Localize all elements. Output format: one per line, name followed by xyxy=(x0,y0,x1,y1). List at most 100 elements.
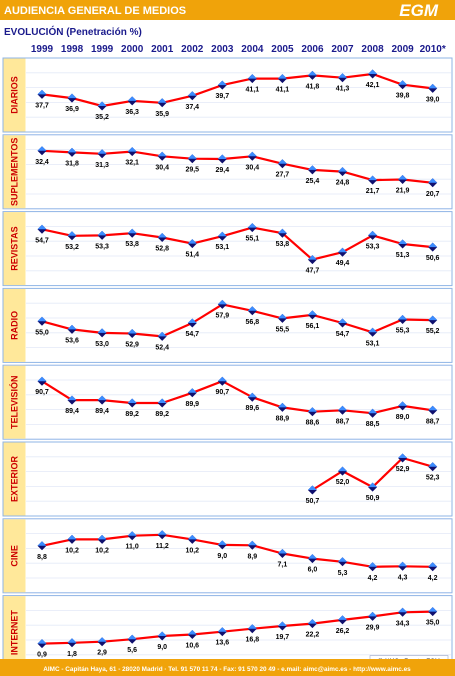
data-point xyxy=(127,634,137,644)
data-point xyxy=(97,534,107,544)
marker-highlight xyxy=(338,247,347,253)
data-point xyxy=(307,619,317,629)
data-point xyxy=(368,327,378,337)
data-label: 55,5 xyxy=(276,326,290,333)
data-point xyxy=(97,328,107,338)
marker-highlight xyxy=(307,554,317,559)
marker-highlight xyxy=(37,541,47,546)
data-point xyxy=(307,485,317,495)
data-label: 21,9 xyxy=(396,188,410,195)
data-label: 10,2 xyxy=(185,547,199,554)
marker-highlight xyxy=(428,562,438,567)
data-label: 10,2 xyxy=(65,547,79,554)
data-label: 4,3 xyxy=(398,574,408,581)
data-point xyxy=(187,239,197,249)
data-label: 9,0 xyxy=(157,644,167,651)
marker-highlight xyxy=(157,151,167,157)
data-point xyxy=(307,310,317,320)
year-header: 2009 xyxy=(391,44,414,55)
panel-label-box xyxy=(3,58,26,132)
marker-highlight xyxy=(338,167,347,172)
data-label: 89,2 xyxy=(125,411,139,418)
data-label: 52,3 xyxy=(426,475,440,482)
panel-label: SUPLEMENTOS xyxy=(10,138,20,206)
data-point xyxy=(37,316,47,326)
data-point xyxy=(338,247,347,257)
marker-highlight xyxy=(217,540,227,545)
data-label: 35,0 xyxy=(426,620,440,627)
data-point xyxy=(187,91,197,101)
data-point xyxy=(307,407,317,417)
data-point xyxy=(368,69,378,79)
data-label: 31,3 xyxy=(95,162,109,169)
data-label: 31,8 xyxy=(65,160,79,167)
data-point xyxy=(277,313,287,323)
data-label: 6,0 xyxy=(308,567,318,574)
marker-highlight xyxy=(368,69,378,74)
data-point xyxy=(398,80,408,90)
panel-label-box xyxy=(3,519,26,593)
marker-highlight xyxy=(127,96,137,101)
data-point xyxy=(187,630,197,639)
data-point xyxy=(398,607,408,617)
data-point xyxy=(338,167,347,177)
egm-logo: EGM xyxy=(399,1,439,20)
panel-1: SUPLEMENTOS 32,4 31,8 31,3 32,1 30,4 29,5 29,4 3… xyxy=(2,134,453,210)
data-label: 5,6 xyxy=(127,647,137,654)
data-point xyxy=(97,149,107,159)
data-point xyxy=(127,398,137,408)
data-label: 2,9 xyxy=(97,650,107,657)
data-label: 21,7 xyxy=(366,188,380,195)
data-point xyxy=(307,554,317,564)
marker-highlight xyxy=(187,154,197,159)
data-point xyxy=(37,639,47,649)
data-point xyxy=(187,154,197,164)
footer-text: AIMC - Capitán Haya, 61 - 28020 Madrid ·… xyxy=(43,666,411,673)
data-label: 5,3 xyxy=(338,570,348,577)
data-label: 19,7 xyxy=(276,634,290,641)
marker-highlight xyxy=(127,398,137,403)
marker-highlight xyxy=(338,557,347,562)
marker-highlight xyxy=(368,562,378,567)
data-point xyxy=(217,80,227,90)
marker-highlight xyxy=(187,318,197,323)
marker-highlight xyxy=(368,408,378,414)
marker-highlight xyxy=(307,407,317,412)
data-label: 29,4 xyxy=(215,167,229,174)
data-point xyxy=(67,93,77,103)
marker-highlight xyxy=(127,147,137,152)
panel-frame xyxy=(2,287,453,363)
marker-highlight xyxy=(37,639,47,644)
data-point xyxy=(67,638,77,648)
data-point xyxy=(338,73,347,83)
data-point xyxy=(217,627,227,637)
data-label: 39,0 xyxy=(426,96,440,103)
marker-highlight xyxy=(217,154,227,159)
marker-highlight xyxy=(247,223,257,228)
data-point xyxy=(187,388,197,398)
panel-5: EXTERIOR 50,7 52,0 50,9 52,9 52,3 xyxy=(2,441,453,517)
data-point xyxy=(157,631,167,641)
series-line xyxy=(41,533,433,568)
marker-highlight xyxy=(187,91,197,96)
marker-highlight xyxy=(428,315,438,321)
marker-highlight xyxy=(157,331,167,337)
data-point xyxy=(277,549,287,558)
data-label: 88,9 xyxy=(276,415,290,422)
panel-0: DIARIOS 37,7 36,9 35,2 36,3 35,9 37,4 39,7 41,1 4… xyxy=(2,57,453,133)
marker-highlight xyxy=(398,80,408,85)
data-label: 56,8 xyxy=(246,319,260,326)
panel-label: RADIO xyxy=(10,311,20,340)
data-label: 88,7 xyxy=(426,418,440,425)
data-point xyxy=(217,231,227,241)
data-point xyxy=(368,562,378,572)
marker-highlight xyxy=(307,619,317,624)
data-label: 36,9 xyxy=(65,106,79,113)
data-label: 52,4 xyxy=(155,344,169,351)
data-point xyxy=(157,331,167,341)
data-label: 54,7 xyxy=(35,237,49,244)
data-point xyxy=(247,624,257,634)
marker-highlight xyxy=(398,401,408,406)
data-label: 13,6 xyxy=(215,640,229,647)
data-label: 8,9 xyxy=(247,553,257,560)
